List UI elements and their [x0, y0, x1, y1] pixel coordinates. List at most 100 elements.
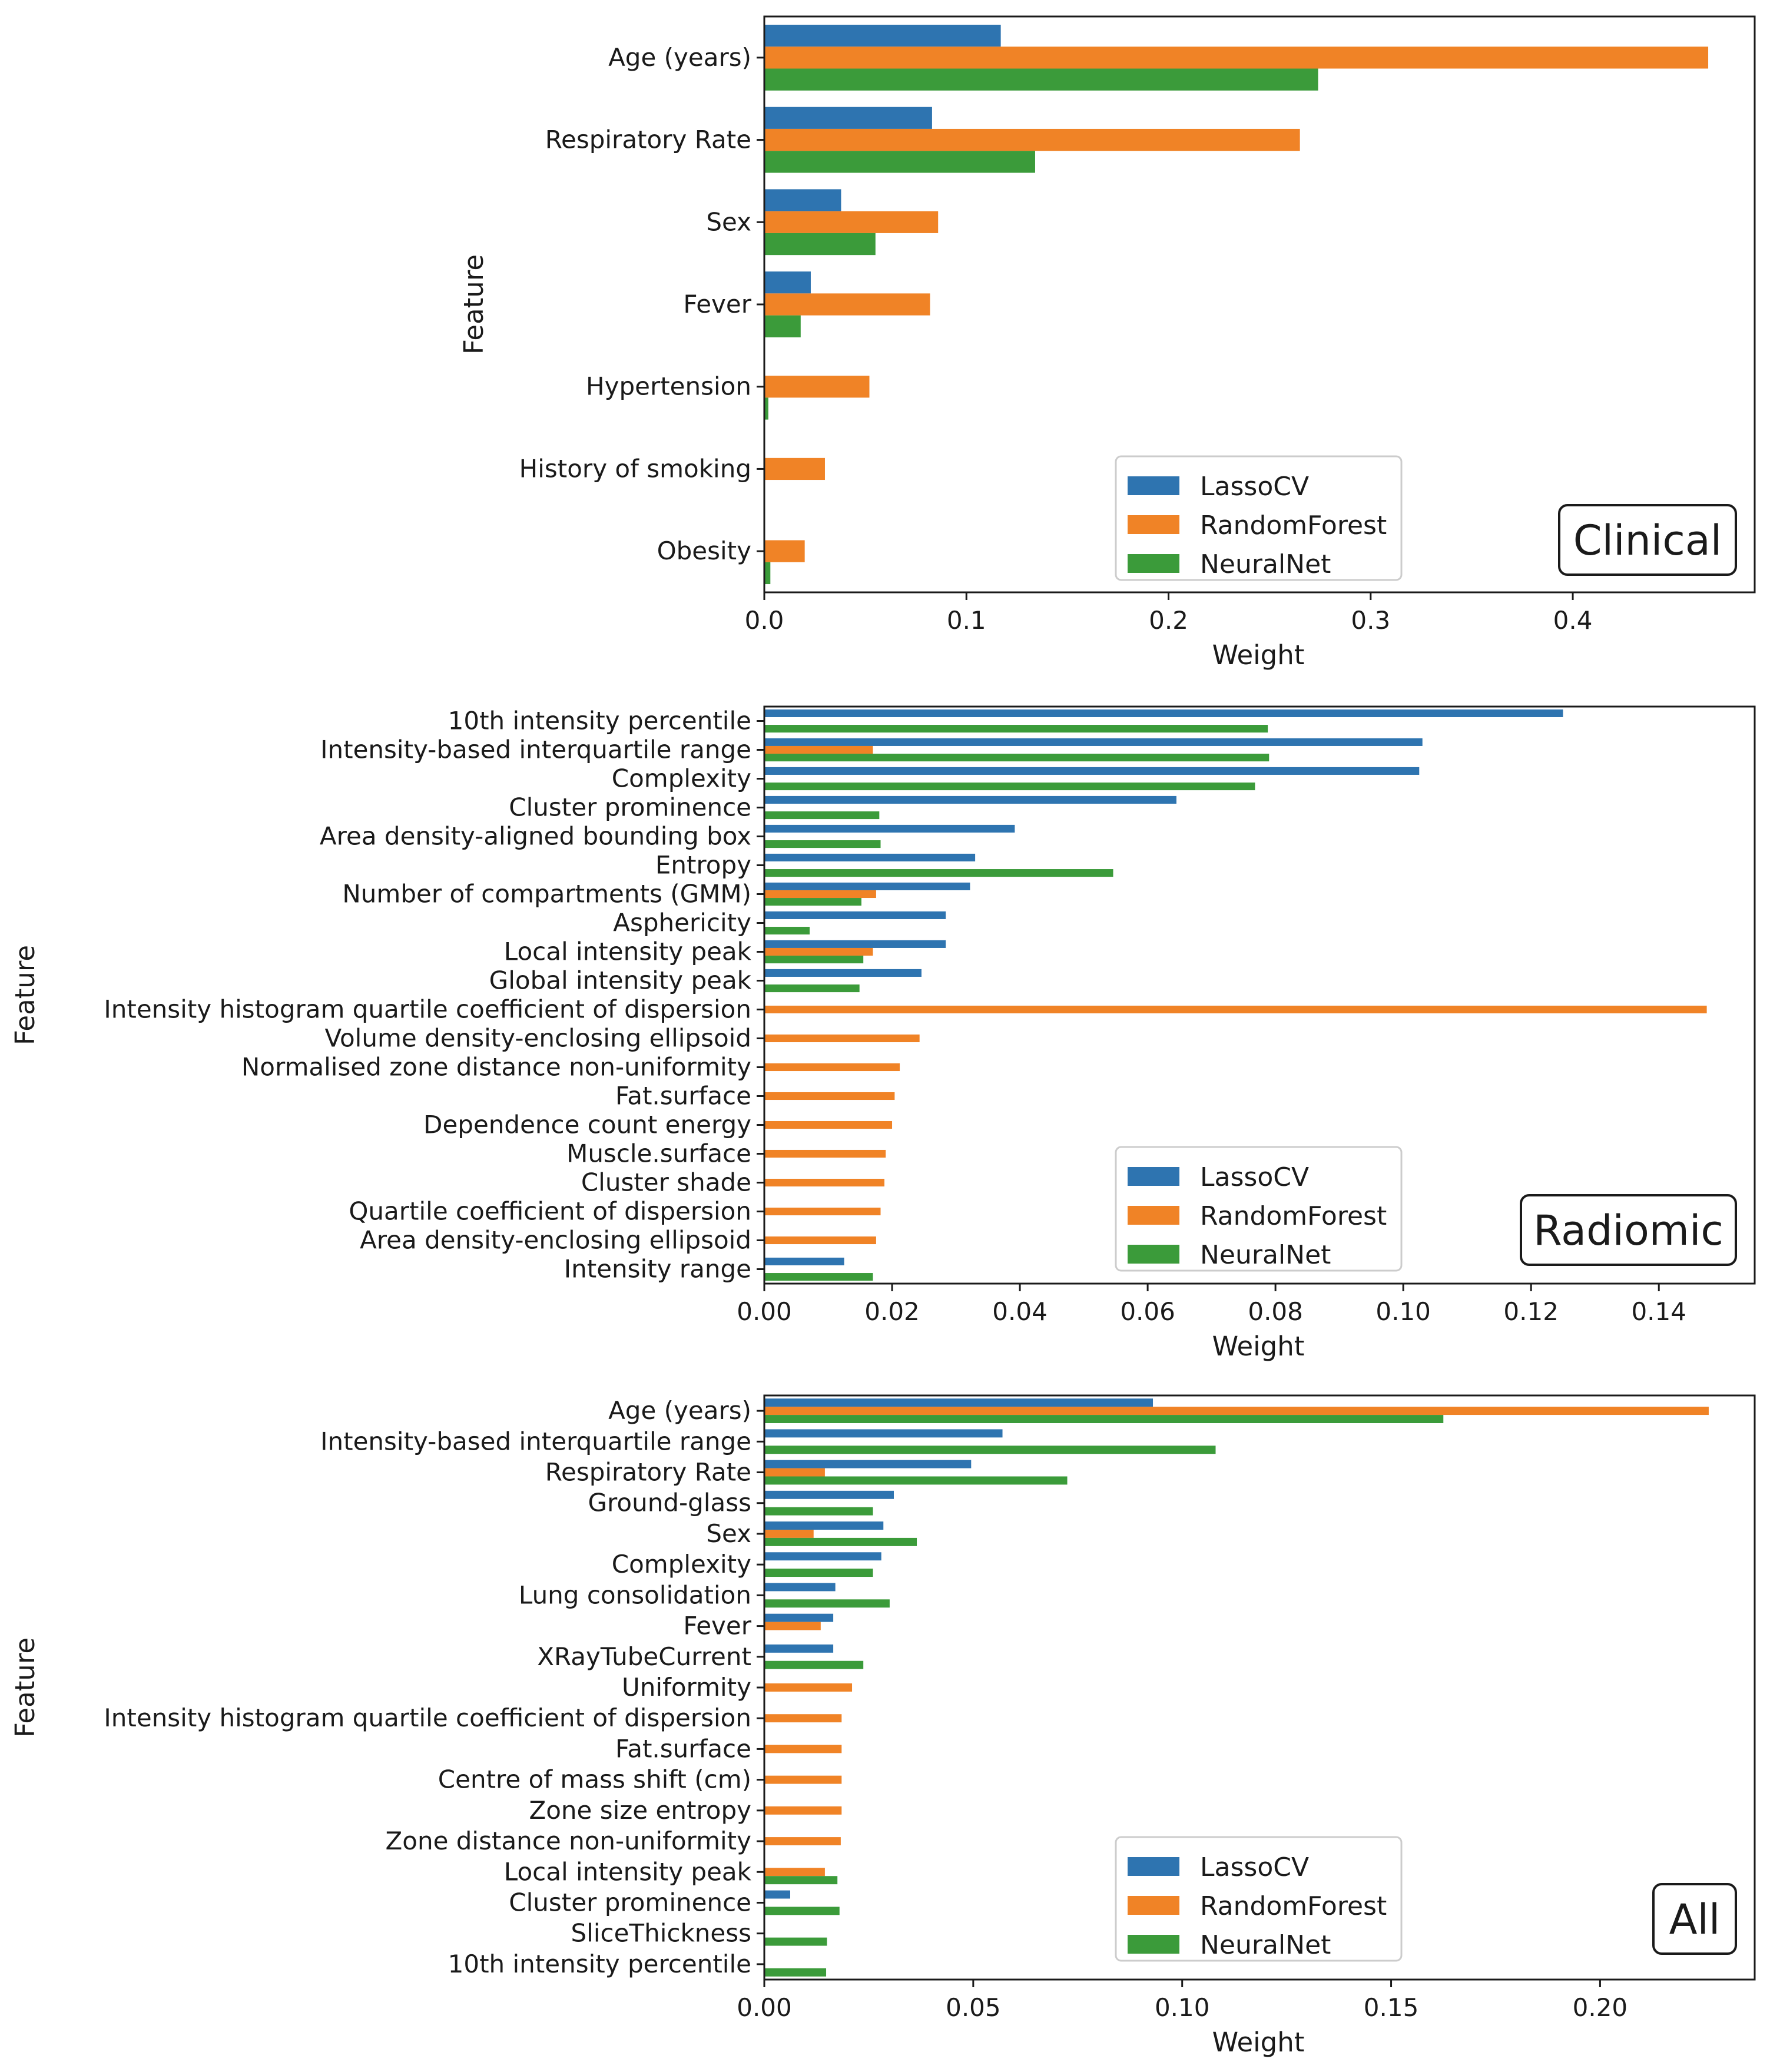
feature-label: Respiratory Rate: [545, 1458, 751, 1487]
x-tick-label: 0.0: [745, 606, 784, 635]
bar-neuralnet-hypertension: [764, 397, 768, 420]
panel-clinical: Age (years) Respiratory Rate Sex Fever Hyper…: [458, 15, 1756, 671]
bar-lassocv-fever: [764, 271, 811, 294]
bar-lassocv-cluster-prominence: [764, 795, 1176, 804]
legend-label-lassocv: LassoCV: [1200, 1162, 1309, 1192]
bar-neuralnet-respiratory-rate: [764, 151, 1035, 173]
legend-frame: [1115, 455, 1403, 581]
feature-label: Age (years): [608, 1396, 751, 1425]
bar-neuralnet-age-years: [764, 1415, 1444, 1423]
panel-tag-box: [1652, 1883, 1737, 1955]
bar-neuralnet-fever: [764, 315, 801, 337]
feature-label: Fever: [683, 290, 751, 319]
feature-label: Normalised zone distance non-uniformity: [241, 1053, 751, 1082]
bar-randomforest-sex: [764, 211, 939, 233]
bar-neuralnet-age-years: [764, 68, 1318, 91]
bar-lassocv-intensity-range: [764, 1257, 844, 1265]
bar-neuralnet-xraytubecurrent: [764, 1660, 864, 1669]
y-axis-title: Feature: [9, 1637, 41, 1738]
feature-label: Entropy: [655, 851, 751, 880]
bar-lassocv-cluster-prominence: [764, 1890, 791, 1899]
bar-lassocv-fever: [764, 1613, 834, 1622]
bar-randomforest-zone-size-entropy: [764, 1806, 842, 1815]
bar-randomforest-age-years: [764, 1407, 1709, 1415]
bar-neuralnet-complexity: [764, 1569, 873, 1577]
bar-randomforest-intensity-based-interquartile-range: [764, 745, 873, 754]
panel-tag-box: [1558, 504, 1737, 576]
bar-lassocv-intensity-based-interquartile-range: [764, 738, 1423, 746]
feature-label: Cluster prominence: [509, 1888, 751, 1917]
panel-tag-box: [1520, 1194, 1737, 1266]
x-axis-title: Weight: [1212, 1331, 1305, 1362]
bar-randomforest-centre-of-mass-shift-cm: [764, 1775, 842, 1784]
x-tick-label: 0.05: [946, 1993, 1001, 2022]
bar-lassocv-sex: [764, 1521, 884, 1530]
bar-neuralnet-sex: [764, 1537, 917, 1546]
x-tick-label: 0.00: [737, 1297, 792, 1326]
bar-neuralnet-obesity: [764, 562, 771, 585]
legend: LassoCV RandomForest NeuralNet: [1115, 455, 1403, 581]
bar-randomforest-respiratory-rate: [764, 128, 1300, 151]
legend-swatch-lassocv: [1128, 1857, 1179, 1876]
feature-label: Local intensity peak: [504, 1857, 752, 1886]
bar-lassocv-respiratory-rate: [764, 107, 932, 129]
plot-frame: [763, 1394, 1756, 1981]
x-axis-title: Weight: [1212, 639, 1305, 671]
feature-label: Sex: [706, 207, 751, 236]
feature-label: Intensity-based interquartile range: [320, 1427, 751, 1456]
bar-neuralnet-cluster-prominence: [764, 811, 880, 820]
bar-neuralnet-area-density-aligned-bounding-box: [764, 840, 881, 848]
feature-label: Uniformity: [622, 1673, 751, 1702]
feature-label: 10th intensity percentile: [448, 1950, 751, 1978]
bar-randomforest-age-years: [764, 47, 1709, 69]
bar-neuralnet-entropy: [764, 869, 1113, 877]
legend-swatch-lassocv: [1128, 476, 1179, 495]
feature-label: Local intensity peak: [504, 937, 752, 966]
legend-swatch-lassocv: [1128, 1167, 1179, 1186]
bar-neuralnet-global-intensity-peak: [764, 984, 860, 993]
x-tick-label: 0.10: [1375, 1297, 1431, 1326]
bar-randomforest-fever: [764, 293, 930, 316]
bar-neuralnet-intensity-based-interquartile-range: [764, 754, 1270, 762]
bar-neuralnet-ground-glass: [764, 1507, 873, 1516]
bar-neuralnet-local-intensity-peak: [764, 956, 864, 964]
bar-randomforest-zone-distance-non-uniformity: [764, 1837, 841, 1846]
bar-randomforest-quartile-coefficient-of-dispersion: [764, 1207, 881, 1216]
bar-lassocv-10th-intensity-percentile: [764, 709, 1563, 717]
feature-label: Hypertension: [586, 372, 751, 401]
bar-lassocv-asphericity: [764, 911, 946, 919]
feature-label: Area density-enclosing ellipsoid: [360, 1226, 751, 1255]
feature-label: XRayTubeCurrent: [537, 1642, 751, 1671]
panel-radiomic: 10th intensity percentileIntensity-based…: [9, 705, 1756, 1362]
bar-randomforest-muscle-surface: [764, 1149, 886, 1158]
feature-label: Area density-aligned bounding box: [320, 822, 751, 851]
legend: LassoCV RandomForest NeuralNet: [1115, 1146, 1403, 1272]
bar-randomforest-dependence-count-energy: [764, 1120, 893, 1129]
legend-label-neuralnet: NeuralNet: [1200, 549, 1331, 579]
bar-randomforest-respiratory-rate: [764, 1468, 825, 1477]
legend-label-neuralnet: NeuralNet: [1200, 1930, 1331, 1960]
feature-label: Cluster shade: [581, 1168, 751, 1197]
feature-label: Intensity histogram quartile coefficient…: [104, 1703, 751, 1732]
legend: LassoCV RandomForest NeuralNet: [1115, 1836, 1403, 1962]
bar-neuralnet-number-of-compartments-gmm: [764, 898, 861, 906]
bar-lassocv-sex: [764, 189, 841, 211]
plot-frame: [763, 15, 1756, 594]
bar-randomforest-obesity: [764, 540, 805, 562]
x-tick-label: 0.10: [1155, 1993, 1210, 2022]
legend-swatch-randomforest: [1128, 1206, 1179, 1225]
bar-lassocv-entropy: [764, 853, 976, 861]
bar-randomforest-hypertension: [764, 376, 870, 398]
bar-randomforest-sex: [764, 1529, 814, 1538]
bar-randomforest-number-of-compartments-gmm: [764, 890, 876, 899]
x-tick-label: 0.4: [1553, 606, 1593, 635]
bar-randomforest-fat-surface: [764, 1745, 842, 1753]
bar-lassocv-area-density-aligned-bounding-box: [764, 824, 1015, 833]
legend-swatch-neuralnet: [1128, 1935, 1179, 1954]
feature-label: Age (years): [608, 43, 751, 72]
x-tick-label: 0.04: [992, 1297, 1048, 1326]
bar-randomforest-local-intensity-peak: [764, 947, 873, 956]
x-tick-label: 0.12: [1503, 1297, 1559, 1326]
bar-randomforest-normalised-zone-distance-non-uniformity: [764, 1063, 900, 1072]
